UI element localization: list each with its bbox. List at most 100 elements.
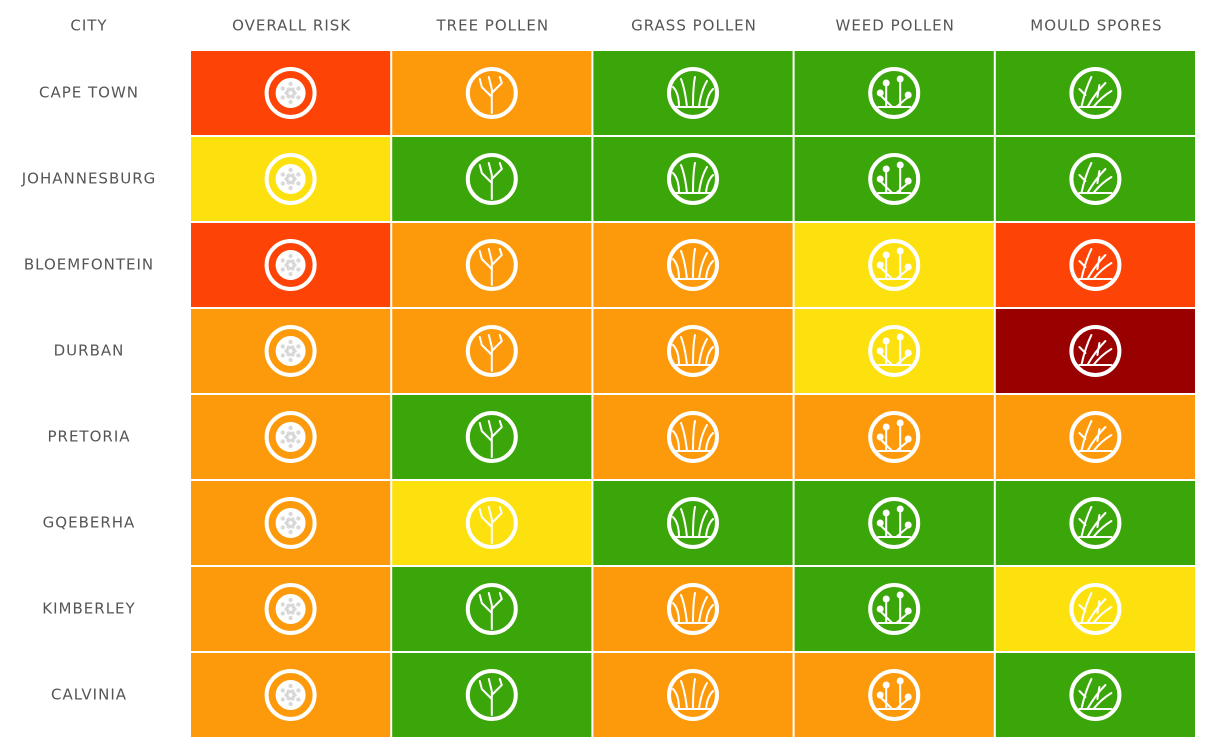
icon-ring: [1069, 497, 1122, 549]
risk-icon: [1069, 583, 1122, 635]
pollen-dot: [284, 434, 289, 440]
pollen-dot: [280, 95, 286, 100]
pollen-dot: [296, 430, 301, 435]
weed: [877, 512, 912, 538]
icon-ring: [868, 411, 921, 463]
risk-icon: [264, 411, 317, 463]
pollen-dot: [284, 90, 289, 96]
city-name: BLOEMFONTEIN: [24, 256, 154, 274]
pollen-dot: [292, 692, 297, 698]
pollen-dot: [288, 425, 293, 431]
pollen-dot: [296, 86, 301, 91]
pollen-dot: [288, 701, 293, 707]
pollen-dot: [280, 344, 286, 349]
pollen-dot: [286, 610, 291, 615]
weed-flower: [896, 75, 904, 83]
pollen-dot: [286, 345, 291, 350]
column-header: GRASS POLLEN: [631, 17, 757, 35]
tree: [478, 678, 503, 716]
risk-cell: [995, 137, 1195, 221]
pollen-dot: [296, 172, 301, 177]
icon-ring: [465, 583, 518, 635]
grass: [672, 334, 714, 366]
weed-flower: [876, 433, 884, 441]
grass: [672, 162, 714, 194]
icon-ring: [667, 325, 719, 377]
icon-ring: [465, 411, 518, 463]
city-name: CALVINIA: [51, 686, 127, 704]
icon-ring: [1069, 239, 1122, 291]
risk-icon: [264, 497, 317, 549]
pollen-dot: [290, 696, 295, 701]
pollen-dot: [290, 438, 295, 443]
risk-icon: [868, 497, 921, 549]
weed-flower: [882, 251, 890, 259]
column-header: TREE POLLEN: [436, 17, 550, 35]
pollen-dot: [290, 266, 295, 271]
pollen-dot: [288, 615, 293, 621]
weed-flower: [882, 79, 890, 87]
city-name: JOHANNESBURG: [21, 170, 157, 188]
pollen-dot: [280, 258, 286, 263]
icon-ring: [1069, 669, 1122, 721]
pollen-dot: [286, 438, 291, 443]
weed-flower: [876, 605, 884, 613]
column-header: WEED POLLEN: [836, 17, 955, 35]
pollen-dot: [286, 94, 291, 99]
pollen-dot: [290, 173, 295, 178]
pollen-dot: [280, 697, 286, 702]
weed-flower: [904, 521, 912, 529]
pollen-dot: [288, 81, 293, 87]
risk-icon: [465, 411, 518, 463]
icon-ring: [465, 239, 518, 291]
pollen-dot: [296, 439, 301, 444]
icon-ring: [264, 325, 317, 377]
pollen-dot: [296, 516, 301, 521]
risk-cell: [995, 309, 1195, 393]
icon-ring: [465, 325, 518, 377]
risk-icon: [868, 67, 921, 119]
risk-icon: [465, 497, 518, 549]
weed-flower: [896, 505, 904, 513]
tree: [478, 334, 503, 372]
risk-cell: [995, 395, 1195, 479]
icon-ring: [868, 239, 921, 291]
icon-ring: [667, 153, 719, 205]
pollen-dot: [290, 610, 295, 615]
pollen-dot: [296, 697, 301, 702]
tree: [478, 248, 503, 286]
tree: [478, 506, 503, 544]
pollen-dot: [296, 95, 301, 100]
pollen-dot: [288, 253, 293, 259]
weed-flower: [904, 607, 912, 615]
pollen-grain: [275, 508, 306, 538]
pollen-grain: [275, 250, 306, 280]
pollen-dot: [280, 439, 286, 444]
pollen-grain: [275, 680, 306, 710]
pollen-dot: [286, 524, 291, 529]
pollen-dot: [292, 520, 297, 526]
pollen-dot: [280, 172, 286, 177]
risk-icon: [868, 669, 921, 721]
pollen-dot: [290, 517, 295, 522]
weed: [877, 426, 912, 452]
weed: [877, 168, 912, 194]
icon-ring: [264, 497, 317, 549]
grass: [672, 506, 714, 538]
risk-cell: [794, 567, 994, 651]
pollen-dot: [292, 348, 297, 354]
risk-icon: [1069, 669, 1122, 721]
weed: [877, 82, 912, 108]
mould: [1078, 678, 1113, 710]
weed-flower: [876, 691, 884, 699]
pollen-dot: [280, 181, 286, 186]
risk-icon: [465, 325, 518, 377]
risk-icon: [1069, 325, 1122, 377]
pollen-dot: [286, 352, 291, 357]
pollen-dot: [286, 266, 291, 271]
icon-ring: [1069, 583, 1122, 635]
tree: [478, 592, 503, 630]
pollen-dot: [290, 603, 295, 608]
pollen-dot: [288, 185, 293, 191]
icon-ring: [264, 67, 317, 119]
